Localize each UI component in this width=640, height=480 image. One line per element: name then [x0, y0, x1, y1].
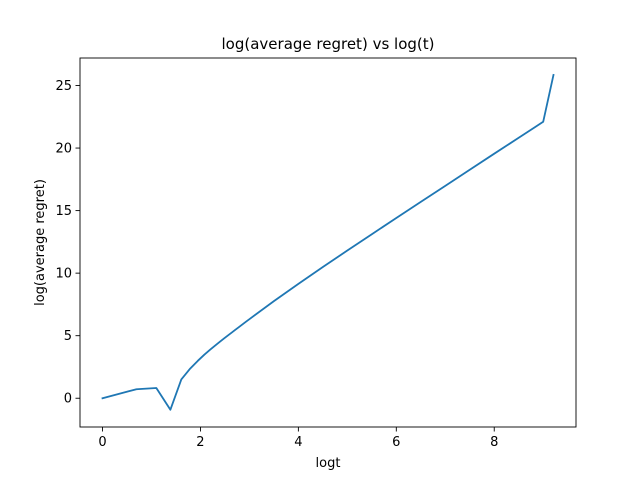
- x-tick-label: 4: [294, 435, 302, 450]
- x-tick-label: 2: [196, 435, 204, 450]
- x-tick-label: 0: [98, 435, 106, 450]
- y-tick-label: 15: [55, 204, 72, 219]
- axes-frame: [79, 57, 577, 428]
- plot-area: [79, 57, 577, 428]
- y-tick-label: 25: [55, 79, 72, 94]
- y-axis-label: log(average regret): [33, 179, 48, 306]
- chart-title: log(average regret) vs log(t): [222, 35, 435, 53]
- y-axis-ticks: 0 5 10 15 20 25: [55, 79, 80, 407]
- x-axis-ticks: 0 2 4 6 8: [98, 427, 498, 450]
- x-axis-label: logt: [316, 456, 341, 471]
- y-tick-label: 0: [64, 392, 72, 407]
- x-tick-label: 6: [392, 435, 400, 450]
- series-line: [101, 73, 555, 411]
- y-tick-label: 10: [55, 267, 72, 282]
- y-tick-label: 5: [64, 329, 72, 344]
- x-tick-label: 8: [490, 435, 498, 450]
- y-tick-label: 20: [55, 142, 72, 157]
